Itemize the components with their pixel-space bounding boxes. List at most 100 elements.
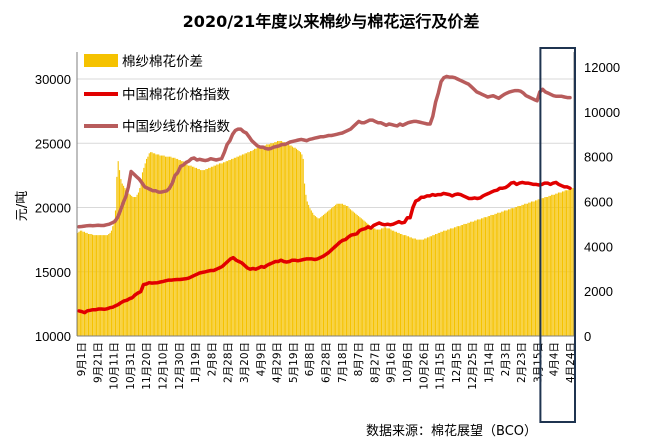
spread-bar — [139, 188, 141, 336]
x-tick-label: 12月10日 — [158, 342, 170, 390]
spread-bar — [79, 230, 81, 336]
spread-bar — [227, 161, 229, 336]
spread-bar — [549, 195, 551, 336]
spread-bar — [136, 194, 138, 336]
spread-bar — [495, 213, 497, 336]
spread-bar — [231, 158, 233, 336]
spread-bar — [491, 214, 493, 336]
spread-bar — [516, 207, 518, 336]
spread-bar — [555, 193, 557, 336]
spread-bar — [232, 158, 234, 336]
spread-bar — [116, 176, 118, 336]
spread-bar — [266, 144, 268, 336]
spread-bar — [564, 190, 566, 336]
x-tick-label: 2月28日 — [223, 342, 235, 383]
spread-bar — [460, 225, 462, 336]
y-left-ticks: 10000 15000 20000 25000 30000 — [35, 72, 71, 344]
spread-bar — [331, 208, 333, 336]
series-lines — [77, 74, 572, 315]
spread-bar — [308, 204, 310, 336]
spread-bar — [132, 197, 134, 336]
x-tick-label: 10月31日 — [125, 342, 137, 390]
spread-bar — [190, 165, 192, 336]
x-tick-label: 2月8日 — [206, 342, 218, 376]
spread-bar — [318, 218, 320, 336]
spread-bar — [152, 153, 154, 336]
spread-bar — [282, 142, 284, 336]
spread-bar — [274, 142, 276, 336]
spread-bar — [521, 204, 523, 336]
spread-bar — [512, 208, 514, 336]
spread-bar — [486, 217, 488, 336]
spread-bar — [498, 212, 500, 336]
spread-bar — [422, 239, 424, 336]
spread-bar — [484, 217, 487, 336]
spread-bar — [168, 156, 171, 336]
spread-bar — [314, 216, 316, 336]
spread-bar — [328, 210, 330, 336]
spread-bar — [113, 219, 115, 336]
spread-bar — [181, 161, 183, 336]
x-tick-label: 3月15日 — [532, 342, 544, 383]
spread-bar — [335, 204, 337, 336]
legend-label-spread: 棉纱棉花价差 — [122, 54, 203, 70]
spread-bar — [167, 156, 169, 336]
spread-bar — [466, 223, 468, 336]
spread-bar — [166, 156, 168, 336]
spread-bar — [236, 156, 238, 336]
spread-bar — [237, 156, 239, 336]
spread-bar — [449, 228, 451, 336]
spread-bar — [363, 220, 365, 336]
spread-bar — [278, 140, 280, 336]
spread-bar — [510, 208, 512, 336]
spread-bar — [366, 222, 368, 336]
spread-bar — [383, 227, 385, 336]
spread-bar — [452, 228, 454, 336]
x-tick-label: 6月8日 — [304, 342, 316, 376]
spread-bar — [439, 232, 441, 336]
spread-bar — [148, 153, 150, 336]
spread-bar — [548, 195, 550, 336]
spread-bar — [173, 157, 175, 336]
spread-bar — [459, 226, 461, 336]
spread-bar — [312, 212, 314, 336]
spread-bar — [78, 231, 80, 336]
spread-bar — [426, 237, 429, 336]
spread-bar — [440, 231, 442, 336]
spread-bar — [128, 193, 130, 336]
spread-bar — [141, 172, 144, 336]
spread-bar — [174, 157, 176, 336]
spread-bar — [245, 153, 248, 336]
x-tick-label: 10月26日 — [418, 342, 430, 390]
spread-bar — [268, 144, 270, 336]
spread-bar — [317, 218, 319, 336]
spread-bar — [358, 216, 360, 336]
spread-bar — [205, 168, 207, 336]
spread-bar — [263, 145, 265, 336]
spread-bar — [344, 204, 346, 336]
y-axis-label: 元/吨 — [15, 191, 30, 221]
spread-bar — [379, 229, 381, 336]
spread-bars — [77, 140, 574, 336]
spread-bar — [119, 170, 121, 336]
spread-bar — [326, 211, 329, 336]
spread-bar — [506, 210, 508, 336]
spread-bar — [399, 234, 401, 336]
spread-bar — [125, 190, 127, 336]
spread-bar — [567, 190, 569, 336]
spread-bar — [255, 148, 257, 336]
spread-bar — [563, 191, 565, 336]
spread-bar — [81, 230, 83, 336]
y-left-tick-label: 20000 — [35, 201, 71, 216]
spread-bar — [375, 229, 377, 336]
spread-bar — [447, 229, 449, 336]
spread-bar — [455, 227, 457, 336]
spread-bar — [306, 201, 308, 336]
spread-bar — [403, 235, 406, 336]
spread-bar — [221, 163, 223, 336]
spread-bar — [154, 153, 156, 336]
spread-bar — [112, 226, 114, 336]
spread-bar — [91, 234, 94, 336]
spread-bar — [286, 143, 288, 336]
spread-bar — [353, 212, 356, 336]
